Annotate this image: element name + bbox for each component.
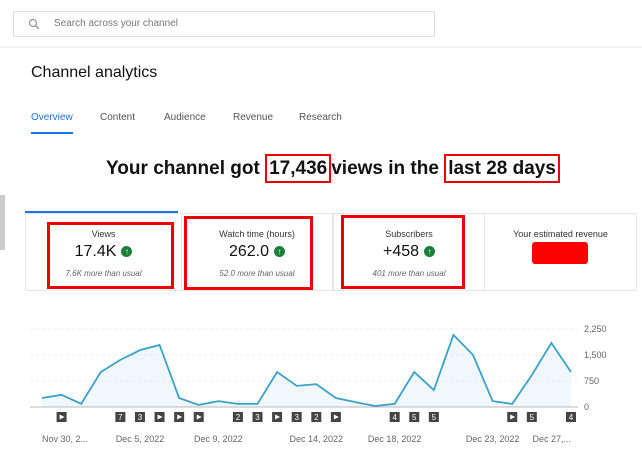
tab-underline [31,132,73,134]
play-icon [177,414,183,420]
video-marker [428,412,439,422]
video-marker [311,412,322,422]
metric-title: Subscribers [385,229,433,239]
play-icon [275,414,281,420]
search-placeholder: Search across your channel [54,18,178,29]
highlight-box [47,222,174,289]
metric-card[interactable]: Subscribers +458 ↑ 401 more than usual [333,213,485,291]
x-tick-label: Dec 18, 2022 [368,434,422,444]
selected-card-indicator [25,211,178,214]
metric-value: +458 ↑ [334,243,484,261]
video-marker-count: 2 [314,413,319,422]
x-tick-label: Dec 27,... [532,434,571,444]
y-tick-label: 2,250 [584,324,607,334]
video-marker [291,412,302,422]
video-marker-count: 4 [392,413,397,422]
redacted-value [532,242,588,264]
metric-note: 401 more than usual [372,269,446,278]
y-tick-label: 0 [584,402,589,412]
metric-number: 262.0 [228,243,270,260]
video-marker-count: 4 [569,413,574,422]
search-bar[interactable]: Search across your channel [13,11,435,37]
up-arrow: ↑ [424,246,436,258]
metric-title: Watch time (hours) [219,229,295,239]
highlight-box [341,215,465,289]
metric-value: 17.4K ↑ [26,243,181,261]
highlight-box [184,216,313,290]
video-marker-count: 7 [118,413,123,422]
video-marker [409,412,420,422]
headline-views: 17,436 [265,154,332,183]
metric-card[interactable]: Watch time (hours) 262.0 ↑ 52.0 more than u… [181,213,333,291]
metric-title: Your estimated revenue [513,229,608,239]
y-tick-label: 750 [584,376,599,386]
headline-middle: views in the [331,158,439,179]
x-tick-label: Dec 14, 2022 [290,434,344,444]
headline-period: last 28 days [444,154,560,183]
video-marker-count: 3 [294,413,299,422]
video-marker [115,412,126,422]
metric-card[interactable]: Views 17.4K ↑ 7.6K more than usual [25,213,182,291]
x-tick-label: Nov 30, 2... [42,434,88,444]
page-title: Channel analytics [31,64,158,81]
tab[interactable]: Content [100,112,136,123]
x-tick-label: Dec 9, 2022 [194,434,243,444]
video-marker [232,412,243,422]
area [42,334,571,407]
y-tick-label: 1,500 [584,350,607,360]
tab[interactable]: Revenue [233,112,274,123]
video-marker [389,412,400,422]
play-icon [157,414,163,420]
up-arrow: ↑ [274,246,286,258]
metric-number: +458 [382,243,420,260]
metric-value: 262.0 ↑ [182,243,332,261]
play-icon [510,414,516,420]
metric-note: 7.6K more than usual [65,269,142,278]
metric-title: Views [91,229,116,239]
up-arrow: ↑ [121,246,133,258]
tab[interactable]: Overview [31,112,73,123]
metric-number: 17.4K [74,243,117,260]
video-marker-count: 5 [412,413,417,422]
video-marker-count: 2 [236,413,241,422]
metric-card[interactable]: Your estimated revenue [484,213,637,291]
play-icon [196,414,202,420]
headline: Your channel got 17,436 views in the last… [0,154,642,183]
tab[interactable]: Research [299,112,342,123]
video-marker [526,412,537,422]
video-marker [566,412,576,422]
x-tick-label: Dec 23, 2022 [466,434,520,444]
search-icon [28,18,40,30]
play-icon [333,414,339,420]
metric-note: 52.0 more than usual [219,269,295,278]
video-marker-count: 5 [530,413,535,422]
tab[interactable]: Audience [164,112,206,123]
video-marker-count: 3 [138,413,143,422]
headline-lead: Your channel got [106,158,260,179]
video-marker-count: 5 [432,413,437,422]
line [41,333,572,407]
play-icon [59,414,65,420]
video-marker [252,412,263,422]
scrollbar [0,195,5,250]
x-tick-label: Dec 5, 2022 [116,434,165,444]
video-marker [134,412,145,422]
video-marker-count: 3 [255,413,260,422]
